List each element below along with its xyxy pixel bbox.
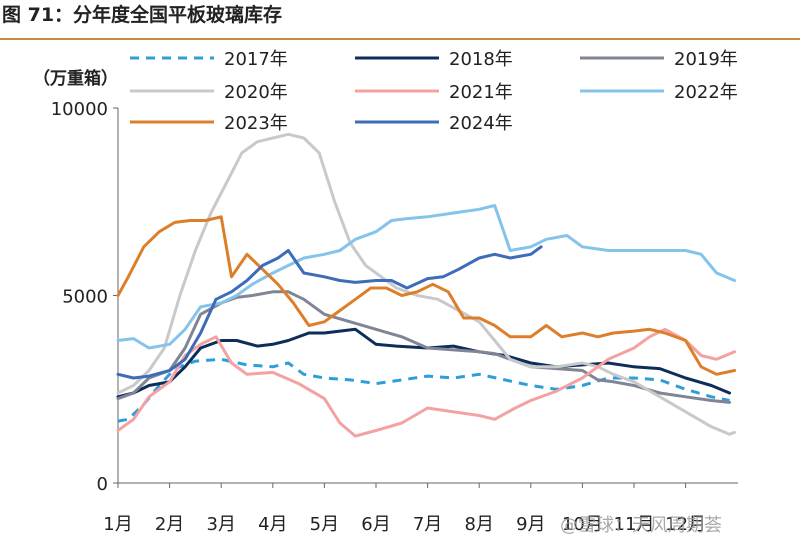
x-tick-label: 12月 (665, 514, 706, 535)
x-tick-label: 4月 (258, 514, 287, 535)
x-tick-label: 11月 (614, 514, 655, 535)
y-axis-label: （万重箱） (33, 68, 118, 89)
legend-label: 2018年 (449, 49, 513, 70)
series-layer (116, 132, 737, 438)
x-tick-label: 6月 (361, 514, 390, 535)
legend-label: 2017年 (224, 49, 288, 70)
x-tick-label: 10月 (562, 514, 603, 535)
series-line-2018 (116, 327, 731, 399)
legend: 2017年 2018年 2019年 2020年 2021年 2022年 2023年 2024年 (130, 49, 738, 134)
x-tick-label: 8月 (464, 514, 493, 535)
chart-title: 图 71：分年度全国平板玻璃库存 (2, 4, 283, 26)
legend-label: 2022年 (674, 82, 738, 103)
legend-label: 2019年 (674, 49, 738, 70)
title-divider (0, 38, 800, 40)
legend-label: 2023年 (224, 113, 288, 134)
axes-layer: 0 5000 10000 1月 2月 3月 4月 5月 6月 7月 8月 9月 10月 11月 12月 (51, 99, 738, 535)
series-line-2024 (116, 245, 543, 380)
x-tick-label: 1月 (103, 514, 132, 535)
x-tick-label: 9月 (516, 514, 545, 535)
series-line-2022 (116, 204, 737, 350)
y-tick-label: 0 (97, 474, 108, 495)
legend-label: 2020年 (224, 82, 288, 103)
watermark: @雪球：天风周期荟 (560, 515, 722, 536)
series-line-2019 (116, 290, 731, 404)
y-tick-label: 10000 (51, 99, 108, 120)
x-tick-label: 7月 (413, 514, 442, 535)
series-line-2021 (116, 327, 737, 438)
legend-label: 2021年 (449, 82, 513, 103)
x-tick-label: 5月 (310, 514, 339, 535)
series-line-2023 (116, 215, 737, 376)
y-tick-label: 5000 (62, 287, 108, 308)
x-tick-label: 3月 (206, 514, 235, 535)
legend-label: 2024年 (449, 113, 513, 134)
x-tick-label: 2月 (155, 514, 184, 535)
